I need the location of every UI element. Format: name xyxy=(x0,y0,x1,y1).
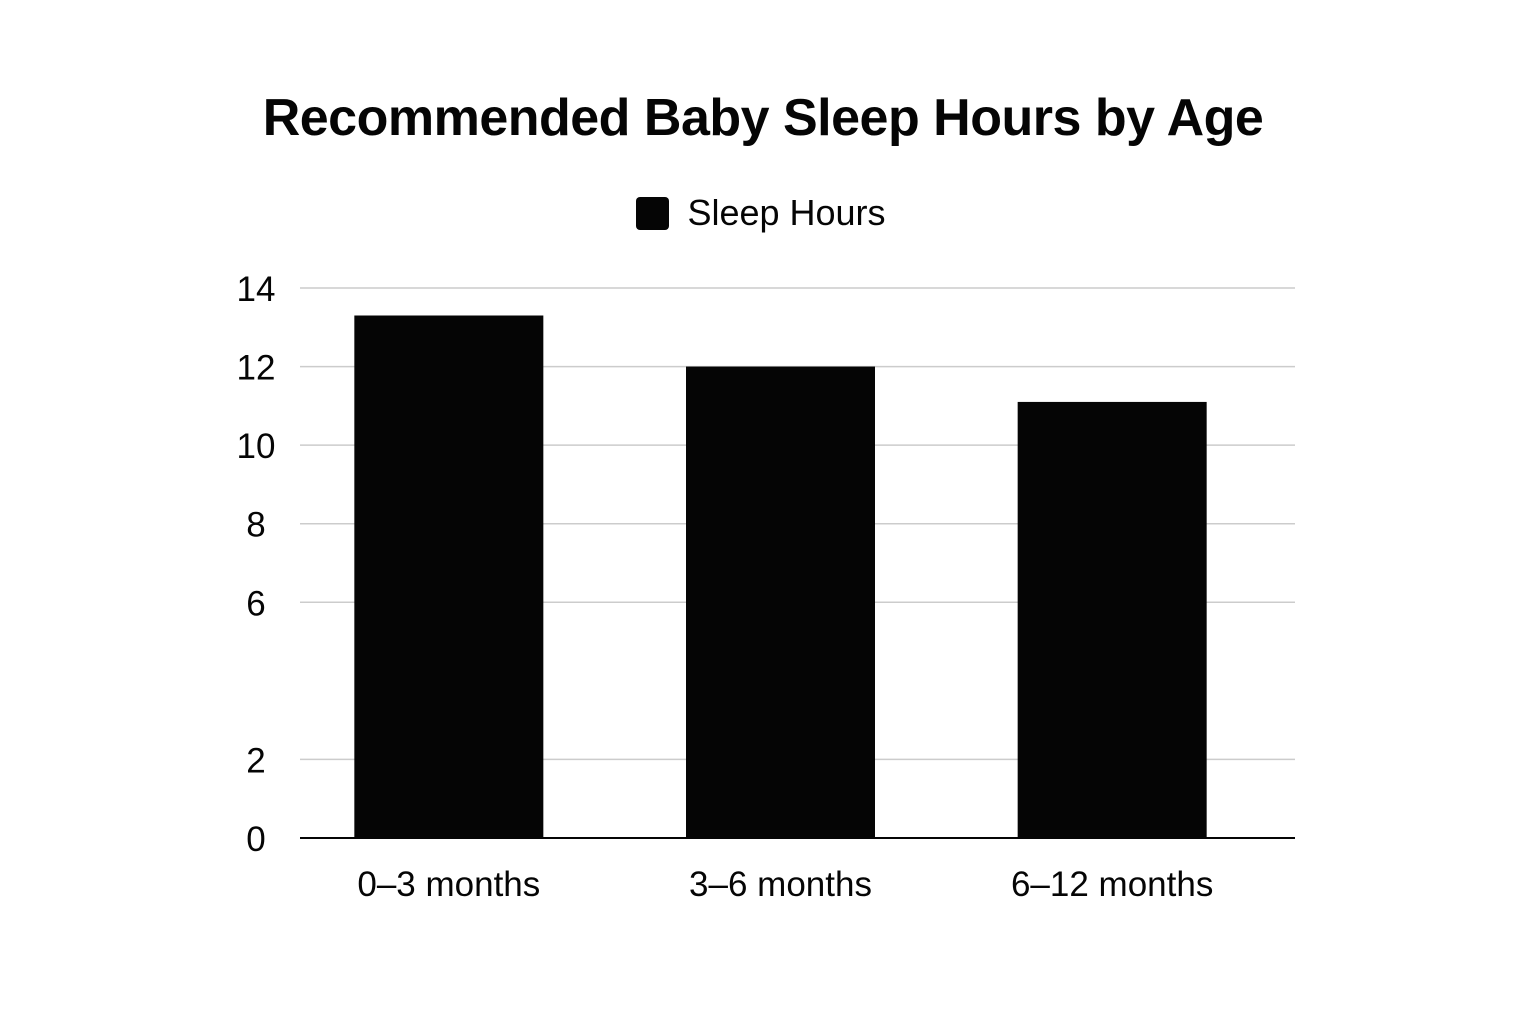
y-tick-label: 12 xyxy=(237,349,276,388)
x-tick-label: 0–3 months xyxy=(357,865,540,904)
legend-swatch xyxy=(636,196,670,230)
bar xyxy=(354,315,544,838)
legend-label: Sleep Hours xyxy=(687,192,886,233)
x-tick-labels: 0–3 months 3–6 months 6–12 months xyxy=(357,865,1213,904)
chart-title: Recommended Baby Sleep Hours by Age xyxy=(262,89,1264,147)
y-tick-labels: 0 2 6 8 10 12 14 xyxy=(237,270,276,859)
legend: Sleep Hours xyxy=(0,192,1522,234)
bar xyxy=(1017,401,1207,838)
y-tick-label: 14 xyxy=(237,270,276,309)
y-tick-label: 6 xyxy=(246,584,265,623)
bars xyxy=(354,315,1207,838)
y-tick-label: 8 xyxy=(246,506,265,545)
x-tick-label: 3–6 months xyxy=(689,865,872,904)
x-tick-label: 6–12 months xyxy=(1011,865,1213,904)
y-tick-label: 2 xyxy=(246,741,265,780)
y-tick-label: 10 xyxy=(237,427,276,466)
bar xyxy=(686,366,875,838)
y-tick-label: 0 xyxy=(246,820,265,859)
